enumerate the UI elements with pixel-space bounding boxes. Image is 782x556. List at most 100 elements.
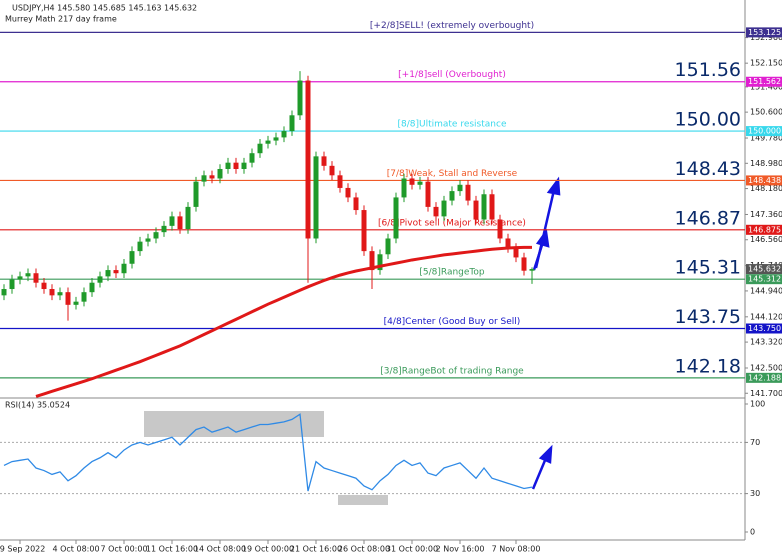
- candle-body: [201, 175, 207, 182]
- candle-body: [249, 153, 255, 163]
- level-big-label: 145.31: [675, 257, 741, 279]
- candle-body: [377, 254, 383, 271]
- y-tick-label: 144.940: [750, 286, 782, 295]
- candle-body: [33, 273, 39, 283]
- x-tick-label: 14 Oct 08:00: [194, 545, 246, 554]
- candle-body: [489, 194, 495, 220]
- price-box: [746, 126, 782, 137]
- rsi-zone-low: [338, 495, 388, 505]
- candle-body: [193, 181, 199, 207]
- level-big-label: 150.00: [675, 109, 741, 131]
- candle-body: [265, 140, 271, 144]
- candle-body: [345, 187, 351, 198]
- price-box-label: 151.562: [748, 77, 781, 86]
- x-tick-label: 21 Oct 16:00: [290, 545, 342, 554]
- candle-body: [177, 216, 183, 230]
- y-tick-label: 70: [750, 438, 760, 447]
- murrey-label: [5/8]RangeTop: [419, 268, 485, 278]
- rsi-title: RSI(14) 35.0524: [5, 401, 70, 410]
- rsi-zone-high: [144, 411, 324, 437]
- y-tick-label: 148.180: [750, 184, 782, 193]
- candle-body: [425, 181, 431, 207]
- price-box: [746, 372, 782, 383]
- candle-body: [129, 251, 135, 264]
- rsi-line: [3, 413, 533, 492]
- moving-average: [35, 245, 532, 398]
- candle-body: [505, 238, 511, 248]
- y-tick-label: 149.780: [750, 134, 782, 143]
- candle-body: [17, 276, 23, 280]
- x-tick-label: 29 Sep 2022: [0, 545, 45, 554]
- x-tick-label: 11 Oct 16:00: [146, 545, 198, 554]
- y-tick-label: 144.120: [750, 312, 782, 321]
- candle-body: [97, 276, 103, 283]
- murrey-label: [3/8]RangeBot of trading Range: [380, 366, 524, 376]
- x-tick-label: 4 Oct 08:00: [52, 545, 99, 554]
- candle-body: [313, 156, 319, 239]
- candle-body: [441, 200, 447, 217]
- price-box-label: 153.125: [748, 28, 781, 37]
- murrey-label: [8/8]Ultimate resistance: [398, 120, 507, 130]
- x-tick-label: 7 Nov 08:00: [492, 545, 541, 554]
- murrey-label: [+2/8]SELL! (extremely overbought): [370, 21, 534, 31]
- candle-body: [465, 184, 471, 201]
- candle-body: [329, 165, 335, 176]
- candle-body: [41, 282, 47, 290]
- candle-body: [49, 289, 55, 296]
- y-tick-label: 152.960: [750, 33, 782, 42]
- x-tick-label: 7 Oct 00:00: [100, 545, 147, 554]
- candle-body: [25, 273, 31, 277]
- candle-body: [497, 219, 503, 239]
- candle-body: [153, 232, 159, 239]
- price-box-label: 146.875: [748, 225, 781, 234]
- level-big-label: 146.87: [675, 207, 741, 229]
- candle-body: [257, 143, 263, 154]
- candle-body: [305, 80, 311, 239]
- candle-body: [233, 162, 239, 169]
- price-box: [746, 224, 782, 235]
- candle-body: [73, 301, 79, 305]
- level-big-label: 143.75: [675, 306, 741, 328]
- last-price-label: 145.632: [748, 265, 781, 274]
- x-tick-label: 26 Oct 08:00: [338, 545, 390, 554]
- candle-body: [369, 251, 375, 271]
- chart-subtitle: Murrey Math 217 day frame: [5, 15, 117, 24]
- candle-body: [169, 216, 175, 226]
- price-box-label: 143.750: [748, 324, 781, 333]
- candle-body: [289, 115, 295, 132]
- murrey-label: [+1/8]sell (Overbought): [398, 70, 506, 80]
- candle-body: [225, 162, 231, 169]
- y-tick-label: 142.500: [750, 363, 782, 372]
- candle-body: [481, 194, 487, 220]
- candle-body: [297, 80, 303, 116]
- murrey-label: [4/8]Center (Good Buy or Sell): [384, 317, 521, 327]
- price-box-label: 148.438: [748, 176, 781, 185]
- candle-body: [417, 181, 423, 185]
- candle-body: [361, 210, 367, 252]
- candle-body: [449, 191, 455, 201]
- candle-body: [89, 282, 95, 293]
- candle-body: [241, 162, 247, 169]
- candle-body: [433, 206, 439, 217]
- candle-body: [209, 175, 215, 179]
- y-tick-label: 100: [750, 400, 765, 409]
- candle-body: [521, 257, 527, 271]
- y-tick-label: 147.360: [750, 210, 782, 219]
- candle-body: [353, 197, 359, 211]
- last-price-box: [746, 264, 782, 275]
- price-box-label: 150.000: [748, 127, 781, 136]
- price-box-label: 142.188: [748, 373, 781, 382]
- price-box: [746, 175, 782, 186]
- y-tick-label: 141.700: [750, 389, 782, 398]
- y-tick-label: 146.560: [750, 235, 782, 244]
- level-big-label: 142.18: [675, 355, 741, 377]
- candle-body: [409, 178, 415, 185]
- candle-body: [105, 270, 111, 277]
- level-big-label: 151.56: [675, 59, 741, 81]
- y-tick-label: 150.600: [750, 108, 782, 117]
- price-box-label: 145.312: [748, 275, 781, 284]
- murrey-label: [6/8]Pivot sell (Major Resistance): [378, 218, 526, 228]
- candle-body: [9, 279, 15, 290]
